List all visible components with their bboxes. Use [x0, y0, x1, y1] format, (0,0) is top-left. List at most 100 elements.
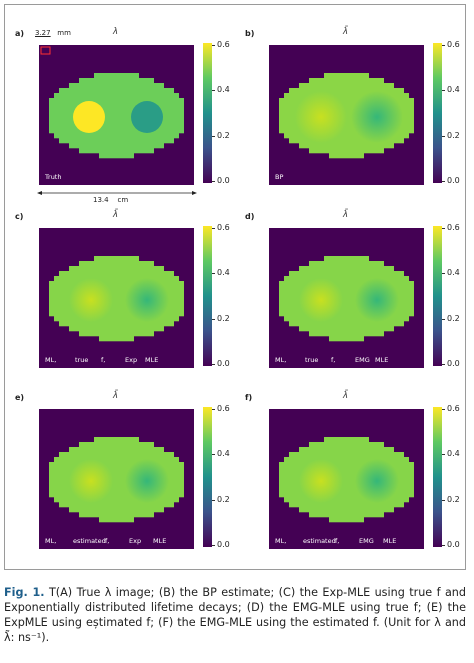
colorbar-gradient	[203, 43, 212, 183]
ellipse-row	[279, 291, 414, 297]
panel-title: λ̃	[113, 210, 119, 220]
colorbar-tick-label: 0.6	[447, 404, 460, 413]
ellipse-row	[49, 118, 184, 124]
bright-lesion	[73, 101, 105, 133]
ellipse-row	[299, 447, 394, 453]
ellipse-row	[324, 437, 369, 443]
colorbar-tick	[212, 545, 215, 546]
ellipse-row	[79, 148, 154, 154]
ellipse-row	[49, 311, 184, 317]
ellipse-row	[279, 103, 414, 109]
ellipse-row	[59, 452, 174, 458]
inner-label: EMG	[355, 356, 370, 364]
ellipse-row	[69, 143, 164, 149]
ellipse-row	[59, 502, 174, 508]
colorbar-tick	[212, 273, 215, 275]
panel-title: λ̃	[343, 210, 349, 220]
ellipse-row	[49, 472, 184, 478]
phantom-ellipse	[279, 437, 414, 523]
colorbar-tick-label: 0.4	[217, 449, 230, 459]
inner-label: MLE	[153, 537, 167, 545]
ellipse-row	[94, 73, 139, 79]
figure-caption: Fig. 1. T(A) True λ image; (B) the BP es…	[4, 585, 466, 645]
ellipse-row	[324, 73, 369, 79]
colorbar: 0.6 0.4 0.2 0.0	[433, 40, 463, 189]
ellipse-row	[329, 336, 364, 342]
colorbar-tick	[212, 90, 215, 92]
teal-lesion	[125, 459, 169, 503]
phantom-ellipse	[49, 256, 184, 342]
ellipse-row	[59, 138, 174, 144]
inner-label: Exp	[129, 537, 142, 545]
inner-label: ML,	[275, 356, 287, 364]
ellipse-row	[299, 326, 394, 332]
colorbar-tick	[442, 181, 445, 182]
colorbar-tick	[212, 499, 215, 501]
ellipse-row	[54, 133, 179, 139]
ellipse-row	[289, 271, 404, 277]
pixel-size-unit: mm	[50, 29, 71, 37]
colorbar-gradient	[203, 407, 212, 547]
colorbar-tick-label: 0.0	[217, 540, 230, 549]
bright-lesion	[69, 278, 113, 322]
ellipse-row	[49, 281, 184, 287]
ellipse-row	[309, 512, 384, 518]
teal-lesion	[131, 101, 163, 133]
ellipse-row	[279, 108, 414, 114]
inner-label: ML,	[275, 537, 287, 545]
panel-label: a)	[15, 29, 25, 38]
colorbar-tick-label: 0.4	[217, 85, 230, 95]
bright-lesion	[295, 91, 347, 143]
ellipse-row	[279, 306, 414, 312]
colorbar-tick-label: 0.4	[447, 449, 460, 459]
ellipse-row	[49, 477, 184, 483]
colorbar-tick-label: 0.0	[217, 359, 230, 368]
ellipse-row	[49, 482, 184, 488]
teal-lesion	[125, 278, 169, 322]
reconstruction-image	[39, 409, 194, 549]
ellipse-row	[99, 517, 134, 523]
reconstruction-image	[269, 409, 424, 549]
phantom-ellipse	[49, 437, 184, 523]
colorbar-tick	[212, 181, 215, 182]
ellipse-row	[49, 462, 184, 468]
inner-label: MLE	[375, 356, 389, 364]
ellipse-row	[69, 266, 164, 272]
colorbar-tick-label: 0.2	[217, 494, 230, 504]
colorbar-tick-label: 0.0	[447, 540, 460, 549]
ellipse-row	[49, 467, 184, 473]
ellipse-row	[49, 301, 184, 307]
ellipse-row	[309, 78, 384, 84]
ellipse-row	[49, 103, 184, 109]
colorbar-tick-label: 0.2	[447, 130, 460, 140]
inner-label: BP	[275, 173, 284, 181]
bright-lesion	[69, 459, 113, 503]
width-scale-arrow	[37, 191, 197, 195]
colorbar-tick	[212, 364, 215, 365]
ellipse-row	[284, 93, 409, 99]
inner-label: ML,	[45, 356, 57, 364]
ellipse-row	[79, 78, 154, 84]
colorbar-tick-label: 0.6	[447, 40, 460, 49]
ellipse-row	[79, 261, 154, 267]
panel-a: a) λ Truth 0.6 0.4 0.2 0.0 3.27 mm 13.4 cm	[13, 27, 233, 207]
colorbar-tick	[442, 364, 445, 365]
teal-lesion	[355, 459, 399, 503]
ellipse-row	[69, 507, 164, 513]
colorbar-tick-label: 0.4	[447, 268, 460, 278]
ellipse-row	[279, 472, 414, 478]
colorbar-tick-label: 0.6	[447, 223, 460, 232]
ellipse-row	[279, 492, 414, 498]
inner-label: EMG	[359, 537, 374, 545]
ellipse-row	[69, 447, 164, 453]
colorbar-gradient	[433, 407, 442, 547]
colorbar-tick	[212, 454, 215, 456]
ellipse-row	[279, 477, 414, 483]
colorbar-tick	[212, 45, 215, 46]
colorbar-tick	[212, 228, 215, 229]
ellipse-row	[54, 457, 179, 463]
ellipse-row	[94, 256, 139, 262]
ellipse-row	[279, 128, 414, 134]
ellipse-row	[279, 301, 414, 307]
inner-label: estimated	[73, 537, 106, 545]
